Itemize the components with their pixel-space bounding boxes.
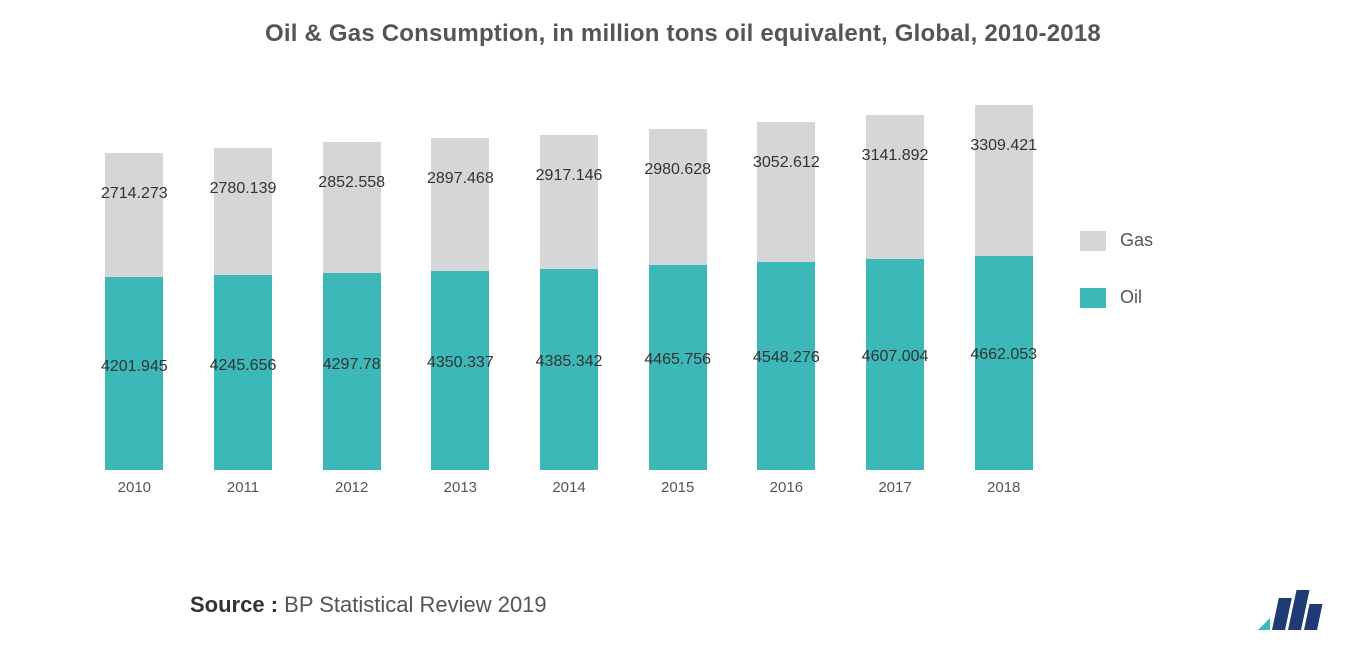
- bar-value-oil: 4385.342: [536, 353, 603, 371]
- stacked-bar: 3141.8924607.004: [866, 115, 924, 470]
- bar-segment-oil: 4201.945: [105, 277, 163, 470]
- plot-area: 2714.2734201.9452780.1394245.6562852.558…: [80, 85, 1058, 470]
- legend-label: Gas: [1120, 230, 1153, 251]
- bar-segment-oil: 4350.337: [431, 271, 489, 470]
- logo-bars-icon: [1258, 590, 1323, 630]
- bar-segment-gas: 2852.558: [323, 142, 381, 273]
- legend-label: Oil: [1120, 287, 1142, 308]
- brand-logo: [1258, 590, 1328, 630]
- x-axis-labels: 201020112012201320142015201620172018: [80, 475, 1058, 505]
- bar-value-gas: 3052.612: [753, 154, 820, 172]
- bar-value-gas: 3141.892: [862, 147, 929, 165]
- x-axis-label: 2014: [515, 475, 624, 505]
- bar-value-oil: 4245.656: [210, 357, 277, 375]
- legend: Gas Oil: [1080, 230, 1153, 308]
- bar-slot: 2714.2734201.945: [80, 85, 189, 470]
- legend-swatch: [1080, 288, 1106, 308]
- x-axis-label: 2017: [841, 475, 950, 505]
- x-axis-label: 2013: [406, 475, 515, 505]
- legend-item: Oil: [1080, 287, 1153, 308]
- legend-swatch: [1080, 231, 1106, 251]
- bar-value-gas: 3309.421: [970, 137, 1037, 155]
- bar-slot: 2852.558 4297.78: [297, 85, 406, 470]
- bar-value-gas: 2852.558: [318, 174, 385, 192]
- x-axis-label: 2011: [189, 475, 298, 505]
- stacked-bar: 2780.1394245.656: [214, 148, 272, 470]
- stacked-bar: 2917.1464385.342: [540, 135, 598, 470]
- bar-segment-gas: 2780.139: [214, 148, 272, 275]
- source-text: BP Statistical Review 2019: [284, 592, 547, 617]
- bar-segment-oil: 4245.656: [214, 275, 272, 470]
- stacked-bar: 2980.6284465.756: [649, 129, 707, 470]
- stacked-bar: 3309.4214662.053: [975, 105, 1033, 470]
- bar-segment-oil: 4465.756: [649, 265, 707, 470]
- bar-slot: 3052.6124548.276: [732, 85, 841, 470]
- bar-segment-oil: 4385.342: [540, 269, 598, 470]
- bar-value-oil: 4548.276: [753, 349, 820, 367]
- bar-value-oil: 4465.756: [644, 351, 711, 369]
- bar-segment-oil: 4548.276: [757, 262, 815, 470]
- bar-value-gas: 2980.628: [644, 161, 711, 179]
- bar-segment-oil: 4607.004: [866, 259, 924, 470]
- chart-container: Oil & Gas Consumption, in million tons o…: [0, 0, 1366, 655]
- chart-title: Oil & Gas Consumption, in million tons o…: [0, 0, 1366, 48]
- bar-slot: 3309.4214662.053: [949, 85, 1058, 470]
- bar-segment-oil: 4297.78: [323, 273, 381, 470]
- bar-segment-gas: 2917.146: [540, 135, 598, 269]
- x-axis-label: 2012: [297, 475, 406, 505]
- bar-value-oil: 4662.053: [970, 346, 1037, 364]
- source-prefix: Source :: [190, 592, 284, 617]
- x-axis-label: 2010: [80, 475, 189, 505]
- x-axis-label: 2015: [623, 475, 732, 505]
- bar-value-gas: 2714.273: [101, 185, 168, 203]
- bar-value-gas: 2917.146: [536, 167, 603, 185]
- legend-item: Gas: [1080, 230, 1153, 251]
- bar-slot: 2897.4684350.337: [406, 85, 515, 470]
- stacked-bar: 2852.558 4297.78: [323, 142, 381, 470]
- bar-slot: 2780.1394245.656: [189, 85, 298, 470]
- x-axis-label: 2018: [949, 475, 1058, 505]
- bar-value-gas: 2780.139: [210, 180, 277, 198]
- bar-segment-gas: 2980.628: [649, 129, 707, 266]
- bar-value-oil: 4297.78: [323, 356, 381, 374]
- source-citation: Source : BP Statistical Review 2019: [190, 592, 547, 618]
- bar-slot: 2980.6284465.756: [623, 85, 732, 470]
- bar-value-oil: 4607.004: [862, 348, 929, 366]
- bar-segment-gas: 3052.612: [757, 122, 815, 262]
- bar-segment-gas: 2714.273: [105, 153, 163, 277]
- bar-value-oil: 4350.337: [427, 354, 494, 372]
- bar-slot: 3141.8924607.004: [841, 85, 950, 470]
- bar-value-gas: 2897.468: [427, 170, 494, 188]
- bar-value-oil: 4201.945: [101, 358, 168, 376]
- stacked-bar: 3052.6124548.276: [757, 122, 815, 470]
- stacked-bar: 2714.2734201.945: [105, 153, 163, 470]
- x-axis-label: 2016: [732, 475, 841, 505]
- bar-segment-gas: 3141.892: [866, 115, 924, 259]
- bar-segment-oil: 4662.053: [975, 256, 1033, 470]
- stacked-bar: 2897.4684350.337: [431, 138, 489, 470]
- bar-segment-gas: 2897.468: [431, 138, 489, 271]
- bar-slot: 2917.1464385.342: [515, 85, 624, 470]
- bar-segment-gas: 3309.421: [975, 105, 1033, 257]
